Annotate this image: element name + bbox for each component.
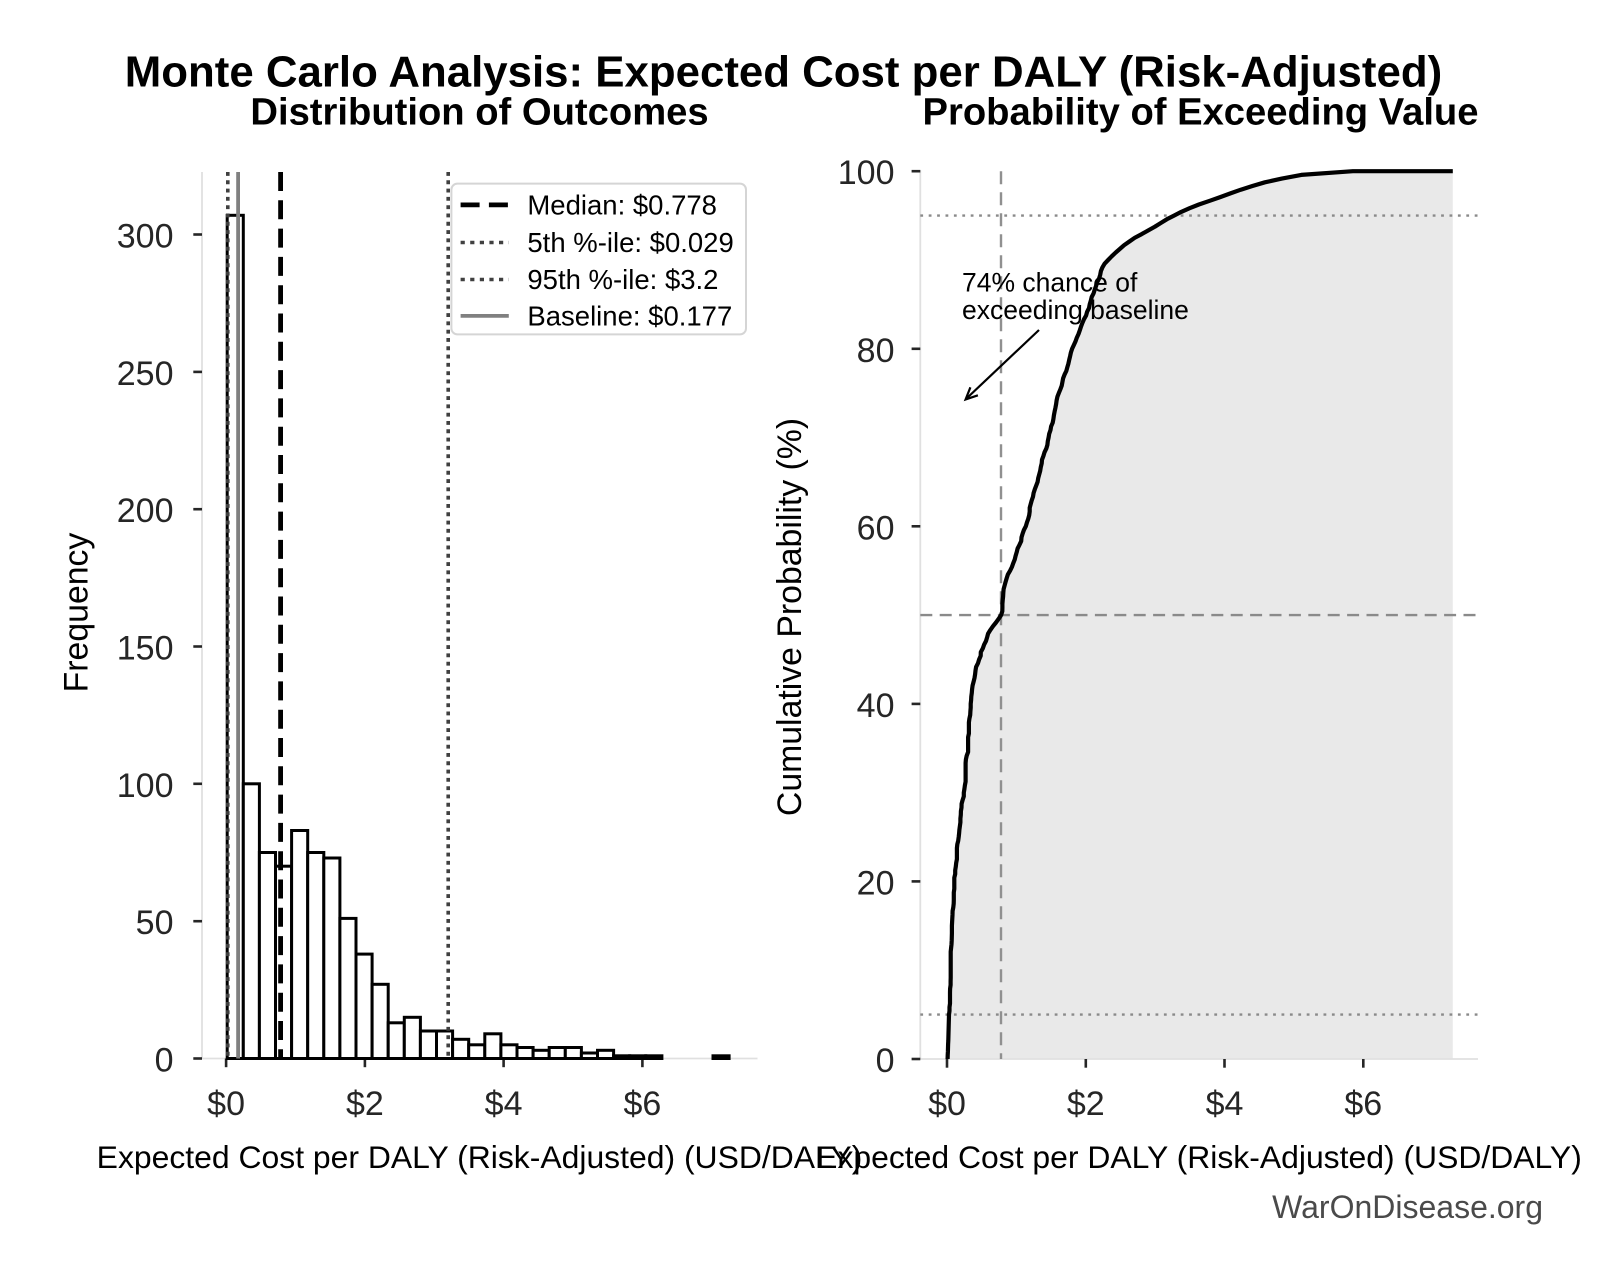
svg-text:$4: $4 <box>485 1085 523 1123</box>
svg-text:150: 150 <box>117 630 174 668</box>
svg-text:$4: $4 <box>1206 1085 1244 1123</box>
svg-text:$6: $6 <box>1344 1085 1382 1123</box>
svg-text:60: 60 <box>857 509 895 547</box>
svg-text:Distribution of Outcomes: Distribution of Outcomes <box>250 91 708 134</box>
svg-text:74% chance of: 74% chance of <box>962 267 1138 297</box>
svg-text:0: 0 <box>155 1042 174 1080</box>
svg-text:300: 300 <box>117 218 174 256</box>
svg-text:Probability of Exceeding Value: Probability of Exceeding Value <box>923 91 1479 134</box>
svg-text:Median: $0.778: Median: $0.778 <box>527 189 717 220</box>
svg-text:Frequency: Frequency <box>58 533 96 693</box>
svg-text:Monte Carlo Analysis: Expected: Monte Carlo Analysis: Expected Cost per … <box>125 48 1442 97</box>
svg-text:0: 0 <box>876 1042 895 1080</box>
svg-text:80: 80 <box>857 332 895 370</box>
svg-text:100: 100 <box>117 767 174 805</box>
svg-text:250: 250 <box>117 355 174 393</box>
svg-text:Expected Cost per DALY (Risk-A: Expected Cost per DALY (Risk-Adjusted) (… <box>97 1139 863 1175</box>
svg-text:exceeding baseline: exceeding baseline <box>962 295 1189 325</box>
svg-text:Baseline: $0.177: Baseline: $0.177 <box>527 300 732 331</box>
svg-text:95th %-ile: $3.2: 95th %-ile: $3.2 <box>527 264 718 295</box>
svg-text:40: 40 <box>857 687 895 725</box>
svg-text:$0: $0 <box>928 1085 966 1123</box>
svg-text:50: 50 <box>136 904 174 942</box>
svg-text:$0: $0 <box>207 1085 245 1123</box>
svg-text:Cumulative Probability (%): Cumulative Probability (%) <box>771 418 809 816</box>
svg-text:200: 200 <box>117 492 174 530</box>
svg-text:20: 20 <box>857 864 895 902</box>
svg-text:$2: $2 <box>1067 1085 1105 1123</box>
svg-text:Expected Cost per DALY (Risk-A: Expected Cost per DALY (Risk-Adjusted) (… <box>816 1139 1582 1175</box>
svg-text:5th %-ile: $0.029: 5th %-ile: $0.029 <box>527 227 733 258</box>
svg-text:$2: $2 <box>346 1085 384 1123</box>
svg-text:WarOnDisease.org: WarOnDisease.org <box>1272 1189 1543 1225</box>
svg-text:100: 100 <box>838 154 895 192</box>
svg-text:$6: $6 <box>623 1085 661 1123</box>
